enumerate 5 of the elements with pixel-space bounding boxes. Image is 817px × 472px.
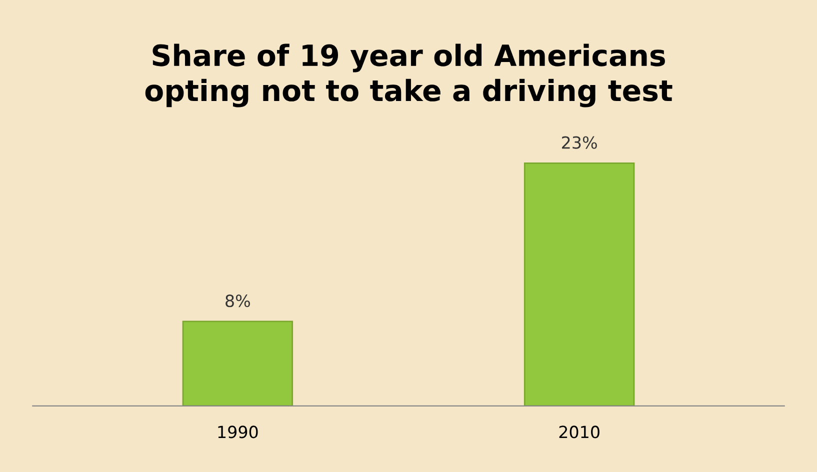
data-label: 23% xyxy=(562,136,597,149)
x-tick-label: 2010 xyxy=(559,426,600,438)
chart-title: Share of 19 year old Americans opting not to take a driving test xyxy=(145,44,672,108)
x-tick-label: 1990 xyxy=(218,426,258,438)
data-label: 8% xyxy=(226,294,250,308)
